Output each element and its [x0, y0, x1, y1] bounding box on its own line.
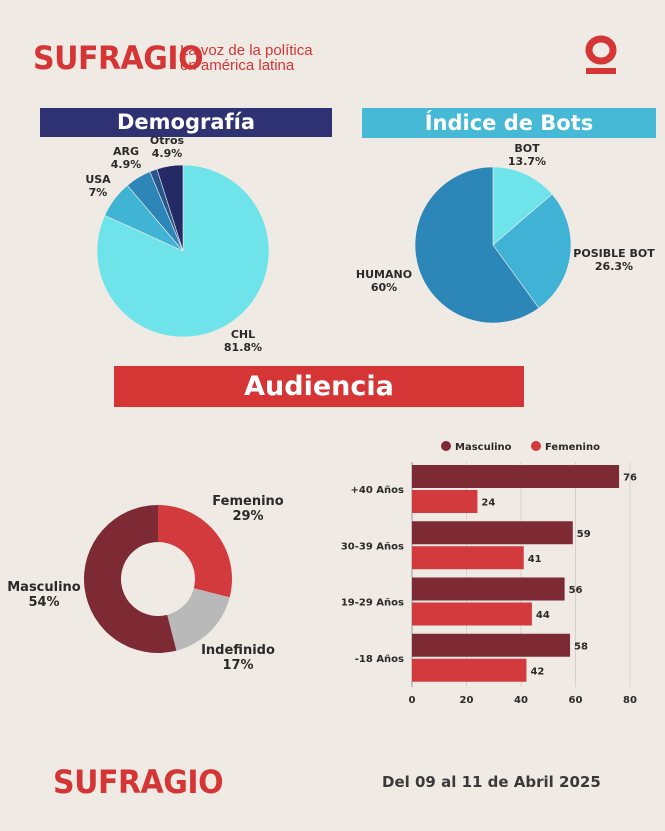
bar-masculino: [412, 577, 565, 601]
bar-masculino: [412, 521, 573, 545]
bar-value-label: 41: [528, 554, 542, 565]
bar-femenino: [412, 490, 478, 513]
legend-marker-masculino: [441, 441, 451, 451]
bar-femenino: [412, 658, 527, 682]
brand-logo[interactable]: SUFRAGIO: [33, 39, 204, 78]
pie2-label-posible-bot: POSIBLE BOT 26.3%: [573, 247, 655, 273]
bar-value-label: 24: [481, 498, 495, 509]
audiencia-banner: Audiencia: [114, 366, 524, 407]
pie-slice-masculino: [84, 505, 177, 653]
bar-masculino: [412, 633, 571, 657]
bar-masculino: [412, 465, 620, 488]
sufragio-o-icon[interactable]: [584, 35, 618, 77]
pie1-label-chl: CHL 81.8%: [223, 328, 263, 354]
x-tick-label: 80: [623, 695, 637, 706]
bar-femenino: [412, 546, 524, 570]
demografia-pie-chart: [96, 164, 270, 338]
pie-slice-otros: [156, 164, 184, 252]
bar-value-label: 42: [530, 666, 544, 677]
bar-value-label: 58: [574, 641, 588, 652]
legend-marker-femenino: [531, 441, 541, 451]
audiencia-genero-donut-chart: [84, 505, 232, 653]
footer-brand-logo[interactable]: SUFRAGIO: [53, 763, 224, 802]
bar-femenino: [412, 602, 532, 626]
pie2-label-bot: BOT 13.7%: [507, 142, 547, 168]
y-category-label: 19-29 Años: [341, 598, 404, 609]
x-tick-label: 20: [460, 695, 474, 706]
x-tick-label: 40: [514, 695, 528, 706]
donut-label-masculino: Masculino 54%: [7, 580, 81, 610]
y-category-label: -18 Años: [355, 654, 404, 665]
pie-slice-humano: [414, 166, 540, 324]
demografia-banner: Demografía: [40, 108, 332, 137]
legend-label-femenino: Femenino: [545, 442, 600, 453]
x-tick-label: 0: [409, 695, 416, 706]
pie1-label-arg: ARG 4.9%: [110, 145, 142, 171]
pie1-label-usa: USA 7%: [85, 173, 111, 199]
pie-slice-femenino: [158, 505, 232, 598]
bar-value-label: 44: [536, 610, 550, 621]
legend-label-masculino: Masculino: [455, 442, 512, 453]
tagline: La voz de la política en américa latina: [180, 43, 313, 73]
tagline-line-1: La voz de la política: [180, 42, 313, 59]
bar-value-label: 59: [577, 529, 591, 540]
pie-slice-chl: [96, 164, 270, 338]
donut-label-femenino: Femenino 29%: [212, 494, 284, 524]
donut-label-indefinido: Indefinido 17%: [201, 643, 275, 673]
tagline-line-2: en américa latina: [180, 57, 295, 74]
indice-bots-pie-chart: [414, 166, 572, 324]
date-range: Del 09 al 11 de Abril 2025: [382, 773, 601, 791]
bar-value-label: 56: [569, 585, 583, 596]
pie-slice-indefinido: [167, 588, 230, 651]
bar-value-label: 76: [623, 473, 637, 484]
indice-bots-banner: Índice de Bots: [362, 108, 656, 138]
y-category-label: 30-39 Años: [341, 541, 404, 552]
audiencia-edad-bar-chart: 0 20 40 60 80 Masculino Femenino 76 24 +40 Años 59…: [341, 441, 637, 706]
pie-slice-bot: [492, 166, 553, 246]
pie1-label-otros: Otros 4.9%: [149, 134, 185, 160]
y-category-label: +40 Años: [351, 485, 405, 496]
x-tick-label: 60: [569, 695, 583, 706]
pie-slice-posible-bot: [492, 193, 572, 309]
pie2-label-humano: HUMANO 60%: [355, 268, 413, 294]
